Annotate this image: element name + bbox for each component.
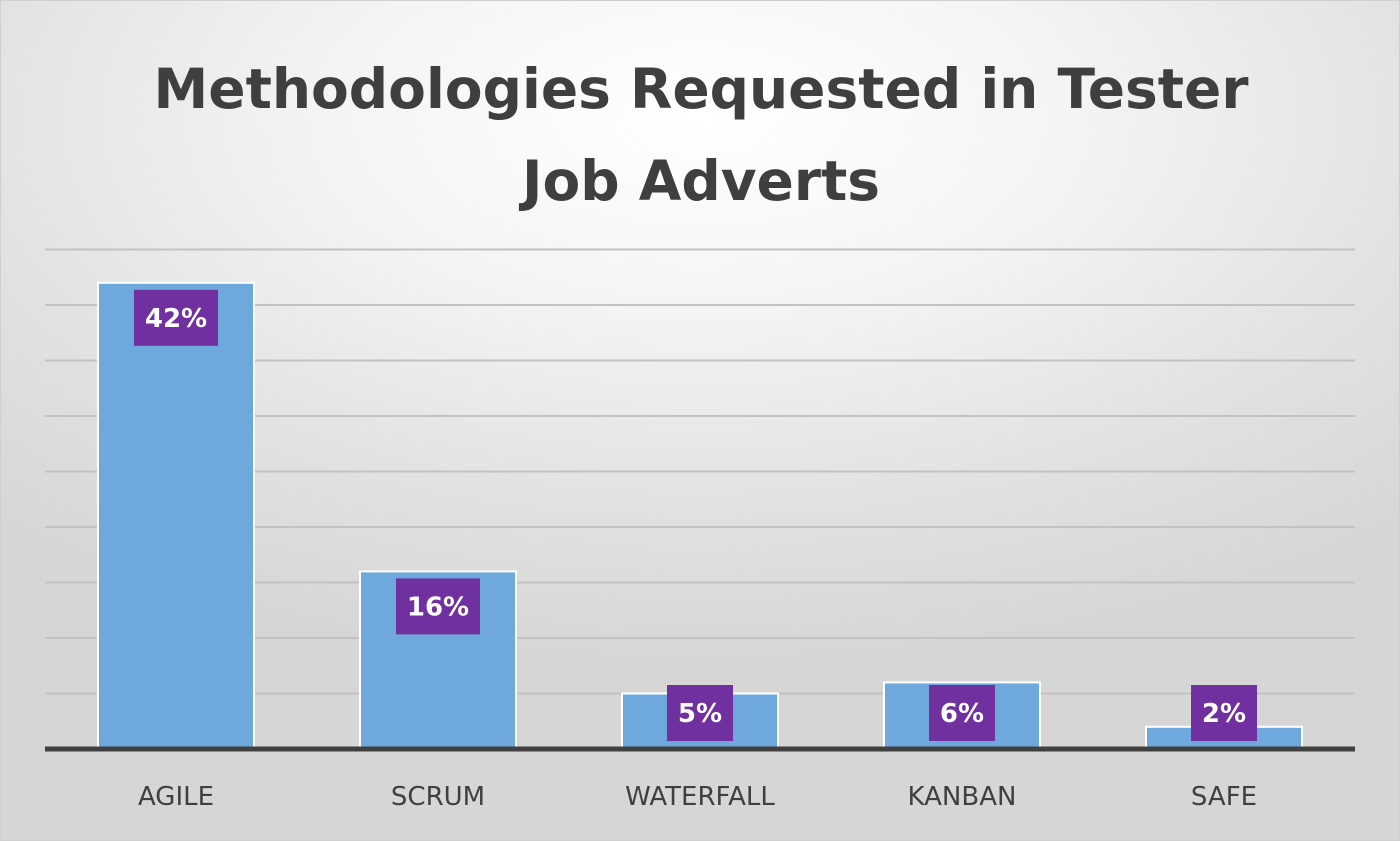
data-label-box: [134, 289, 218, 346]
x-tick-label: SCRUM: [391, 782, 485, 812]
bar-agile: [97, 281, 255, 750]
x-axis: AGILE SCRUM WATERFALL KANBAN SAFE: [45, 746, 1355, 812]
data-label: 6%: [940, 699, 984, 729]
x-tick-label: WATERFALL: [625, 782, 775, 812]
data-label-box: [1191, 685, 1257, 741]
data-label-box: [396, 578, 480, 635]
bars: [97, 281, 1303, 751]
data-label: 42%: [145, 304, 207, 334]
data-label: 5%: [678, 699, 722, 729]
x-tick-label: KANBAN: [908, 782, 1017, 812]
gridlines: [45, 248, 1355, 695]
chart-title: Methodologies Requested in Tester Job Ad…: [153, 57, 1249, 213]
data-labels: 42% 16% 5% 6% 2%: [134, 289, 1257, 741]
x-tick-label: AGILE: [138, 782, 214, 812]
data-label: 16%: [407, 592, 469, 622]
data-label-box: [929, 685, 995, 741]
data-label-box: [667, 685, 733, 741]
x-tick-label: SAFE: [1191, 782, 1257, 812]
data-label: 2%: [1202, 699, 1246, 729]
